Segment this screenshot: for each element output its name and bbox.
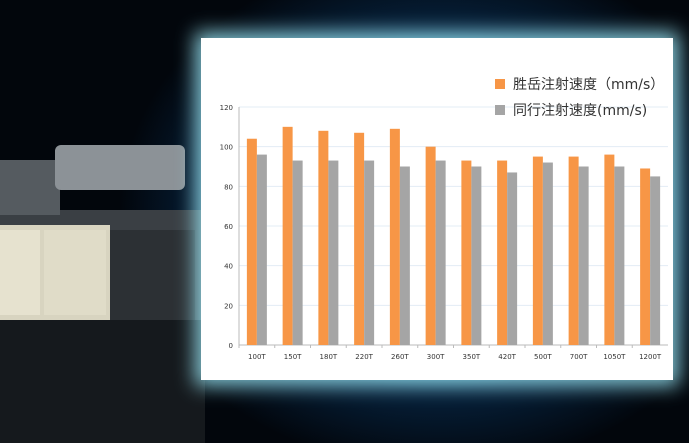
x-tick-label: 100T [248, 353, 266, 361]
x-tick-label: 180T [320, 353, 338, 361]
bar-peers [364, 160, 375, 345]
bar-peers [256, 154, 267, 345]
bar-shengyue [282, 126, 293, 345]
x-tick-label: 1050T [603, 353, 626, 361]
bar-peers [578, 166, 589, 345]
y-tick-label: 0 [229, 342, 233, 350]
bar-shengyue [604, 154, 615, 345]
x-tick-label: 1200T [639, 353, 662, 361]
x-tick-label: 220T [355, 353, 373, 361]
y-tick-label: 120 [220, 104, 233, 112]
bar-peers [614, 166, 625, 345]
bar-shengyue [461, 160, 472, 345]
bar-shengyue [389, 128, 400, 345]
legend-label: 同行注射速度(mm/s) [513, 103, 648, 119]
x-tick-label: 350T [463, 353, 481, 361]
bar-chart: 0 20 40 60 80 100 120 100T 150T 180T 220T 260T 300T 3… [220, 104, 668, 361]
bar-peers [328, 160, 339, 345]
chart-panel: 胜岳注射速度（mm/s） 同行注射速度(mm/s) 0 20 40 60 80 100 12… [201, 38, 673, 380]
bar-shengyue [246, 138, 257, 345]
y-tick-label: 100 [220, 144, 233, 152]
bar-shengyue [497, 160, 508, 345]
bar-shengyue [318, 130, 329, 345]
x-tick-label: 300T [427, 353, 445, 361]
legend-swatch [495, 79, 505, 89]
bar-peers [471, 166, 482, 345]
bar-shengyue [640, 168, 651, 345]
x-tick-label: 700T [570, 353, 588, 361]
x-tick-label: 260T [391, 353, 409, 361]
bar-peers [399, 166, 410, 345]
legend-item-peers: 同行注射速度(mm/s) [495, 100, 647, 120]
legend-item-shengyue: 胜岳注射速度（mm/s） [495, 74, 664, 94]
x-tick-label: 150T [284, 353, 302, 361]
bar-shengyue [354, 132, 365, 345]
bar-peers [507, 172, 518, 345]
x-tick-label: 420T [498, 353, 516, 361]
y-tick-label: 80 [224, 183, 233, 191]
bar-shengyue [425, 146, 436, 345]
bar-peers [542, 162, 553, 345]
bar-peers [435, 160, 446, 345]
legend-label: 胜岳注射速度（mm/s） [513, 77, 665, 93]
bar-peers [292, 160, 303, 345]
legend-swatch [495, 105, 505, 115]
bar-peers [650, 176, 661, 345]
injection-machine-image [0, 145, 205, 443]
y-tick-label: 40 [224, 263, 233, 271]
bar-shengyue [568, 156, 579, 345]
bar-shengyue [532, 156, 543, 345]
y-tick-label: 60 [224, 223, 233, 231]
x-tick-label: 500T [534, 353, 552, 361]
y-tick-label: 20 [224, 302, 233, 310]
